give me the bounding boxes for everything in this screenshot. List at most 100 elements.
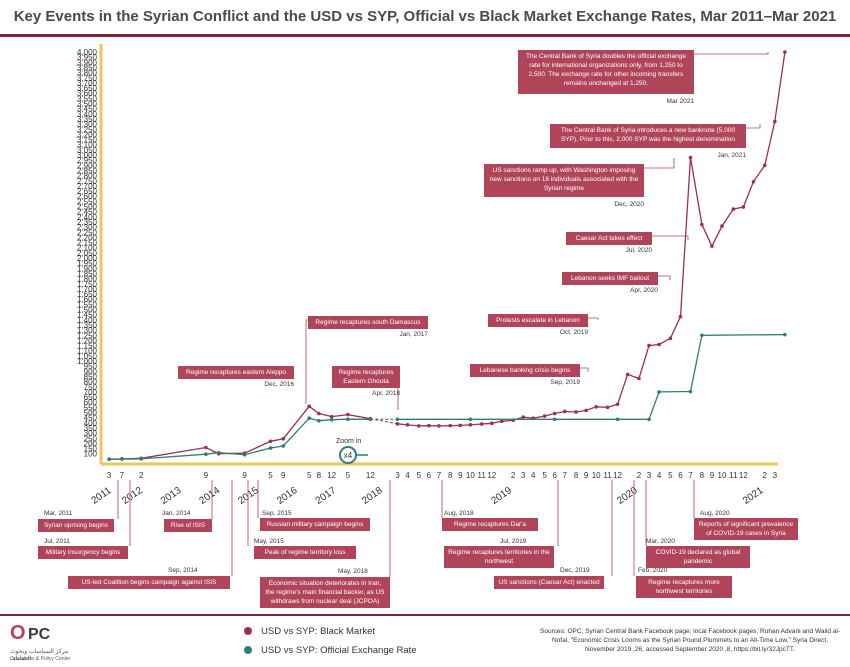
data-point [710, 244, 714, 248]
data-point [700, 333, 704, 338]
data-point [605, 405, 610, 410]
data-point [647, 417, 651, 422]
event-box: Military insurgency begins [38, 546, 128, 559]
event-date: Oct, 2019 [559, 329, 588, 336]
data-point [552, 417, 557, 422]
x-tick-label: 12 [366, 471, 375, 480]
data-point [625, 372, 630, 377]
footer-rule [0, 614, 850, 616]
x-tick-label: 7 [688, 471, 693, 480]
data-point [395, 417, 400, 422]
y-tick-label: 800 [84, 378, 98, 387]
event-box: Reports of significant prevalence of COV… [694, 518, 798, 540]
y-tick-label: 3,200 [77, 130, 98, 139]
y-tick-label: 3,100 [77, 141, 98, 150]
opc-logo: O PC مركز السياسات وبحوث العمليات Operat… [10, 620, 70, 664]
y-tick-label: 150 [84, 445, 98, 454]
data-point [783, 332, 787, 337]
event-date: Mar 2021 [666, 98, 694, 105]
y-tick-label: 750 [84, 383, 98, 392]
x-tick-label: 12 [613, 471, 622, 480]
y-tick-label: 3,050 [77, 146, 98, 155]
event-box: Regime recaptures territories in the nor… [444, 546, 554, 568]
data-point [307, 416, 312, 420]
data-point [521, 415, 526, 419]
y-tick-label: 3,500 [77, 100, 98, 109]
x-tick-label: 3 [647, 471, 652, 480]
data-point [678, 314, 683, 319]
event-box: Rise of ISIS [164, 519, 212, 532]
event-date: Jul, 2011 [44, 538, 70, 545]
data-point [281, 436, 286, 441]
data-point [489, 421, 494, 426]
x-tick-label: 11 [478, 471, 487, 480]
data-point [346, 412, 350, 417]
logo-arabic: مركز السياسات وبحوث العمليات [10, 649, 69, 662]
data-point [317, 411, 321, 416]
y-tick-label: 3,450 [77, 105, 98, 114]
event-date: Aug, 2018 [444, 510, 474, 517]
y-tick-label: 500 [84, 409, 98, 418]
x-tick-label: 6 [552, 471, 557, 480]
data-point [216, 450, 221, 455]
event-box: Lebanese banking crisis begins [470, 364, 580, 377]
data-point [242, 452, 247, 457]
y-tick-label: 3,700 [77, 79, 98, 88]
y-tick-label: 2,050 [77, 249, 98, 258]
y-tick-label: 2,000 [77, 254, 98, 263]
x-year-label: 2017 [314, 485, 339, 507]
zoom-factor: x4 [344, 451, 353, 460]
y-tick-label: 2,550 [77, 197, 98, 206]
y-tick-label: 3,550 [77, 94, 98, 103]
data-point [731, 207, 736, 211]
data-point [668, 336, 673, 341]
event-date: Dec, 2020 [614, 201, 644, 208]
x-tick-label: 9 [242, 471, 247, 480]
legend-black-swatch [244, 627, 252, 635]
x-tick-label: 9 [204, 471, 209, 480]
data-point [268, 439, 273, 444]
y-tick-label: 2,200 [77, 233, 98, 242]
x-tick-label: 2 [511, 471, 516, 480]
x-year-label: 2013 [159, 485, 184, 507]
y-tick-label: 1,400 [77, 316, 98, 325]
x-tick-label: 4 [405, 471, 410, 480]
sources-note: Sources: OPC; Syrian Central Bank Facebo… [540, 628, 841, 653]
y-tick-label: 3,600 [77, 89, 98, 98]
data-point [417, 424, 421, 428]
y-tick-label: 2,500 [77, 203, 98, 212]
x-year-label: 2021 [741, 485, 766, 507]
x-year-label: 2015 [236, 485, 261, 507]
event-box: Lebanon seeks IMF bailout [562, 272, 658, 285]
y-tick-label: 1,900 [77, 264, 98, 273]
event-date: Jan, 2017 [399, 331, 428, 338]
y-tick-label: 300 [84, 429, 98, 438]
data-point [468, 423, 473, 427]
logo-english: Operations & Policy Center [10, 656, 71, 662]
x-tick-label: 12 [327, 471, 336, 480]
event-date: Sep, 2019 [550, 379, 580, 386]
data-point [688, 155, 693, 160]
data-point [700, 222, 704, 227]
y-tick-label: 2,100 [77, 244, 98, 253]
data-point [268, 446, 273, 450]
y-tick-label: 200 [84, 439, 98, 448]
data-point [468, 417, 473, 422]
y-tick-label: 3,250 [77, 125, 98, 134]
data-point [773, 119, 777, 124]
series-line [397, 333, 785, 420]
data-point [346, 417, 350, 421]
event-date: Jan, 2021 [717, 152, 746, 159]
data-point [657, 342, 661, 347]
y-tick-label: 2,450 [77, 208, 98, 217]
y-tick-label: 3,750 [77, 74, 98, 83]
data-point [107, 457, 111, 461]
x-tick-label: 5 [417, 471, 422, 480]
x-tick-label: 4 [531, 471, 536, 480]
event-date: May, 2018 [338, 568, 368, 575]
x-tick-label: 3 [521, 471, 526, 480]
event-connector [746, 124, 761, 129]
event-connector [644, 158, 675, 169]
x-tick-label: 12 [487, 471, 496, 480]
